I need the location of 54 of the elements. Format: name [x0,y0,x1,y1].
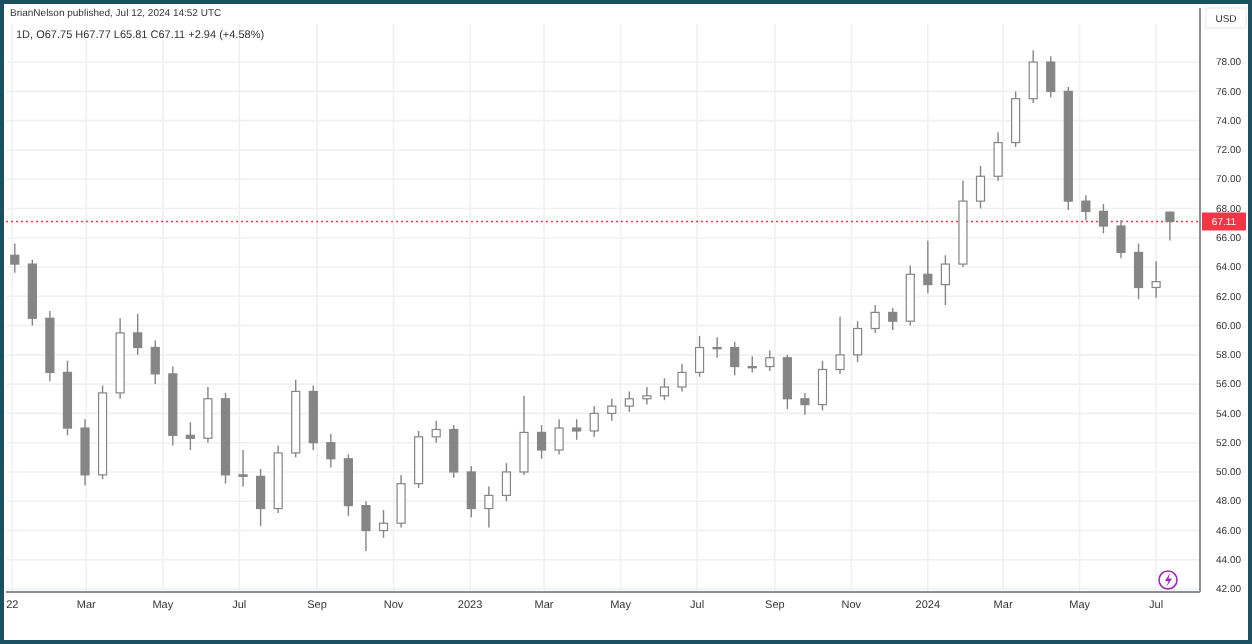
candlestick [501,462,512,502]
candlestick [80,418,90,486]
candlestick [1151,260,1161,299]
candlestick [1028,49,1038,104]
candlestick [536,424,547,460]
candlestick [1133,242,1144,300]
candlestick [993,131,1003,182]
candlestick [449,424,459,479]
candlestick [607,398,617,422]
candlestick [1165,211,1175,242]
candlestick [659,377,670,401]
candlestick [343,453,353,517]
candlestick [1098,203,1109,235]
candlestick [519,395,529,476]
candlestick [326,433,336,469]
candlestick [765,349,775,372]
candlestick [624,390,634,413]
candlestick [975,165,986,210]
candlestick [572,418,582,441]
candlestick [694,335,705,378]
candlestick [378,509,389,539]
candlestick [589,405,599,438]
candlestick [554,418,564,456]
candlestick [642,386,652,406]
candlestick [923,239,933,295]
candlestick [730,340,740,377]
candlestick [203,386,213,444]
candlestick [396,474,406,529]
candlestick [1116,219,1126,259]
candlestick [800,392,810,416]
candlestick [361,500,371,552]
candlestick [835,316,845,375]
candlestick [817,360,828,412]
candlestick [484,485,494,529]
candlestick [1046,55,1056,98]
candlestick [940,254,950,306]
candlestick [256,468,266,527]
candlestick [1081,194,1091,221]
candlestick [888,307,898,331]
candlestick [677,362,687,393]
candlestick [185,421,195,451]
candlestick [782,354,792,410]
candlestick [905,264,915,327]
candlestick [238,449,248,488]
candlestick [431,420,441,444]
candlestick [853,320,863,363]
candlestick [712,336,722,359]
candlestick [150,339,160,385]
candlestick [133,313,143,356]
candlestick [10,242,20,274]
candlestick [414,430,424,489]
candlestick [870,304,880,334]
candlestick [1011,90,1021,148]
candlestick [466,465,476,519]
